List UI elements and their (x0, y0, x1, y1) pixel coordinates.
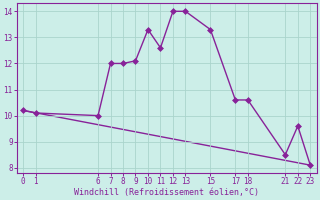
X-axis label: Windchill (Refroidissement éolien,°C): Windchill (Refroidissement éolien,°C) (74, 188, 259, 197)
